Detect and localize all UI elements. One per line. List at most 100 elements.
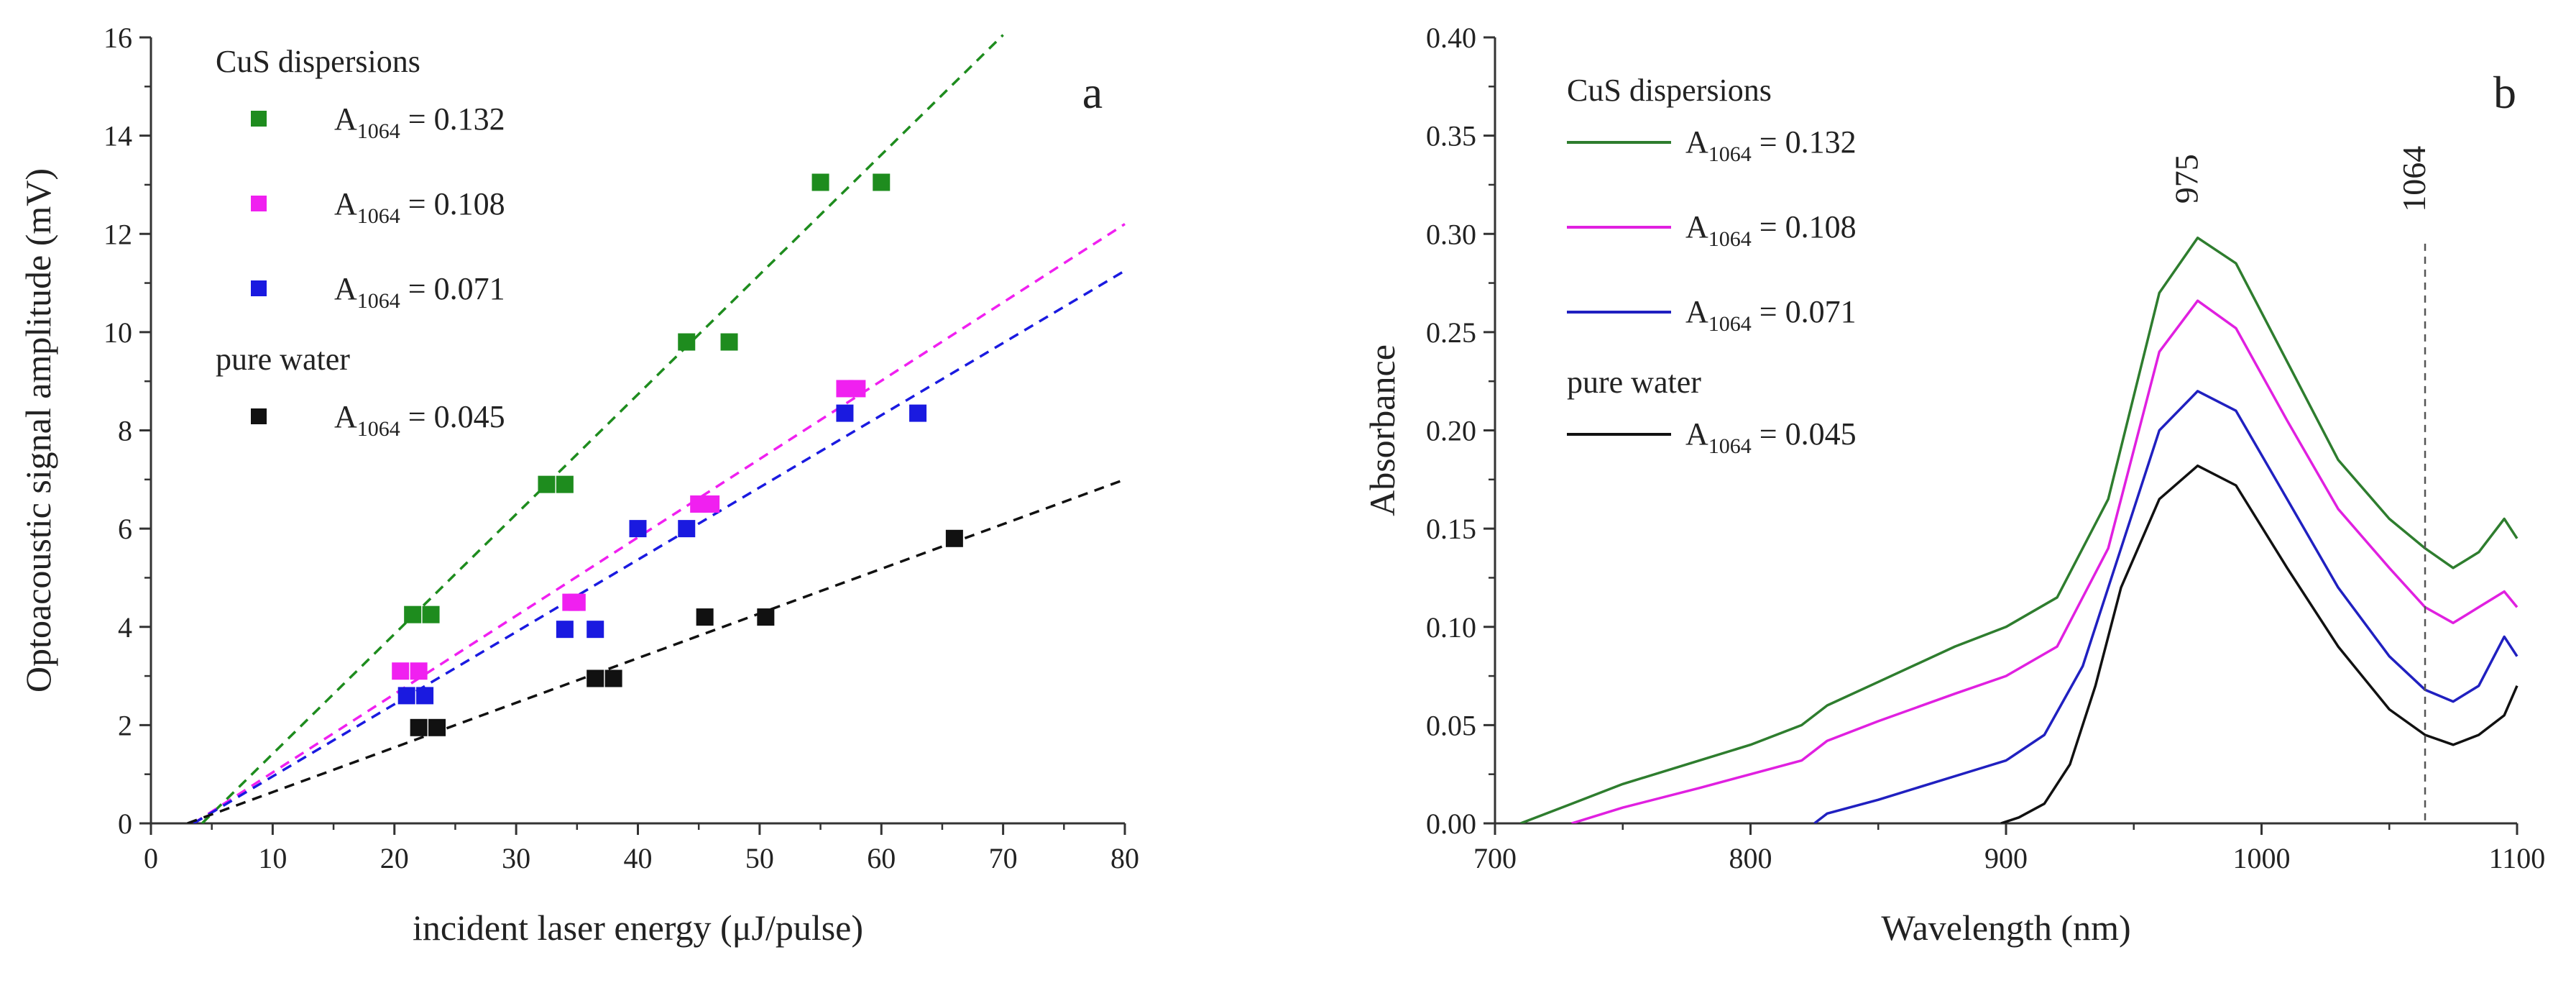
y-tick-label: 0.20 bbox=[1426, 415, 1476, 447]
legend-label: A1064 = 0.108 bbox=[334, 186, 505, 228]
x-tick-label: 80 bbox=[1110, 842, 1139, 874]
data-point bbox=[556, 475, 574, 493]
data-point bbox=[702, 495, 720, 513]
x-tick-label: 50 bbox=[745, 842, 774, 874]
data-point bbox=[416, 687, 434, 705]
y-tick-label: 8 bbox=[118, 415, 132, 447]
y-tick-label: 0 bbox=[118, 808, 132, 840]
panel-a-chart: 0 10 20 30 40 50 60 70 80 0 2 4 6 8 10 12 14 16 incident l… bbox=[18, 22, 1139, 948]
legend-label-main: A bbox=[1685, 416, 1708, 452]
y-tick-label: 0.10 bbox=[1426, 611, 1476, 644]
y-axis-title: Optoacoustic signal amplitude (mV) bbox=[18, 168, 58, 692]
data-point bbox=[422, 605, 440, 623]
legend-group-title: pure water bbox=[216, 342, 350, 377]
y-tick-label: 0.40 bbox=[1426, 22, 1476, 54]
legend-label-value: = 0.071 bbox=[1752, 294, 1857, 329]
legend-label-main: A bbox=[1685, 124, 1708, 160]
data-point bbox=[720, 333, 738, 351]
series-line bbox=[1519, 236, 2518, 823]
y-tick-label: 0.25 bbox=[1426, 316, 1476, 349]
legend-label-subscript: 1064 bbox=[357, 417, 400, 441]
fit-line bbox=[193, 269, 1126, 823]
legend-label: A1064 = 0.132 bbox=[1685, 124, 1857, 166]
data-point bbox=[945, 529, 963, 547]
data-point bbox=[410, 718, 428, 736]
x-tick-label: 20 bbox=[380, 842, 409, 874]
peak-annotation: 975 bbox=[2168, 154, 2205, 204]
panel-b-chart: 700 800 900 1000 1100 0.00 0.05 0.10 0.15 0.20 0.2… bbox=[1362, 22, 2545, 948]
legend-label-main: A bbox=[334, 271, 357, 306]
y-axis-title: Absorbance bbox=[1362, 344, 1402, 516]
panel-label: b bbox=[2493, 67, 2516, 118]
y-tick-label: 10 bbox=[104, 316, 132, 349]
legend-label-subscript: 1064 bbox=[357, 119, 400, 143]
y-tick-label: 0.05 bbox=[1426, 709, 1476, 741]
data-point bbox=[538, 475, 556, 493]
legend-label-value: = 0.045 bbox=[400, 399, 505, 434]
data-point bbox=[811, 173, 829, 191]
data-point bbox=[848, 380, 866, 398]
legend-label-main: A bbox=[334, 101, 357, 137]
legend-label-value: = 0.132 bbox=[1752, 124, 1857, 160]
data-point bbox=[604, 669, 622, 687]
y-tick-label: 4 bbox=[118, 611, 132, 644]
legend-label-value: = 0.108 bbox=[1752, 209, 1857, 244]
data-point bbox=[836, 404, 854, 422]
data-point bbox=[586, 669, 604, 687]
y-tick-label: 0.00 bbox=[1426, 808, 1476, 840]
data-point bbox=[696, 608, 714, 626]
data-point bbox=[556, 621, 574, 639]
fit-line bbox=[187, 478, 1126, 823]
legend-label: A1064 = 0.071 bbox=[1685, 294, 1857, 336]
legend-label-main: A bbox=[1685, 294, 1708, 329]
legend-label: A1064 = 0.108 bbox=[1685, 209, 1857, 251]
y-tick-label: 12 bbox=[104, 218, 132, 250]
data-point bbox=[568, 593, 586, 611]
legend-marker bbox=[251, 196, 267, 211]
y-tick-label: 16 bbox=[104, 22, 132, 54]
legend-group-title: CuS dispersions bbox=[1567, 73, 1772, 108]
legend-label-subscript: 1064 bbox=[1708, 142, 1752, 166]
legend-label: A1064 = 0.045 bbox=[1685, 416, 1857, 458]
legend-label: A1064 = 0.071 bbox=[334, 271, 505, 313]
data-point bbox=[909, 404, 927, 422]
y-tick-label: 0.35 bbox=[1426, 120, 1476, 152]
x-tick-label: 900 bbox=[1984, 842, 2028, 874]
y-tick-label: 6 bbox=[118, 513, 132, 545]
panel-label: a bbox=[1082, 67, 1103, 118]
legend-label-value: = 0.132 bbox=[400, 101, 505, 137]
legend-label-value: = 0.045 bbox=[1752, 416, 1857, 452]
legend-label-subscript: 1064 bbox=[1708, 227, 1752, 251]
data-point bbox=[629, 520, 647, 538]
data-point bbox=[410, 662, 428, 680]
data-point bbox=[678, 520, 696, 538]
legend-label-value: = 0.071 bbox=[400, 271, 505, 306]
x-tick-label: 70 bbox=[989, 842, 1018, 874]
x-tick-label: 1000 bbox=[2233, 842, 2291, 874]
legend-label: A1064 = 0.045 bbox=[334, 399, 505, 441]
x-tick-label: 0 bbox=[144, 842, 158, 874]
peak-annotation: 1064 bbox=[2396, 146, 2432, 212]
legend-label-main: A bbox=[334, 186, 357, 221]
data-point bbox=[757, 608, 775, 626]
legend-label-subscript: 1064 bbox=[357, 204, 400, 228]
x-axis-title: Wavelength (nm) bbox=[1881, 907, 2130, 948]
x-axis-title: incident laser energy (μJ/pulse) bbox=[413, 907, 863, 948]
legend-label-subscript: 1064 bbox=[357, 289, 400, 313]
x-tick-label: 40 bbox=[624, 842, 653, 874]
y-tick-label: 0.15 bbox=[1426, 513, 1476, 545]
x-tick-label: 60 bbox=[867, 842, 896, 874]
x-tick-label: 1100 bbox=[2489, 842, 2546, 874]
x-tick-label: 800 bbox=[1729, 842, 1772, 874]
data-point bbox=[397, 687, 415, 705]
y-tick-label: 2 bbox=[118, 709, 132, 741]
y-tick-label: 14 bbox=[104, 120, 132, 152]
data-point bbox=[586, 621, 604, 639]
fit-line bbox=[193, 223, 1126, 823]
legend-marker bbox=[251, 408, 267, 424]
legend-group-title: CuS dispersions bbox=[216, 44, 420, 79]
legend-marker bbox=[251, 280, 267, 296]
legend-label: A1064 = 0.132 bbox=[334, 101, 505, 143]
x-tick-label: 700 bbox=[1473, 842, 1517, 874]
